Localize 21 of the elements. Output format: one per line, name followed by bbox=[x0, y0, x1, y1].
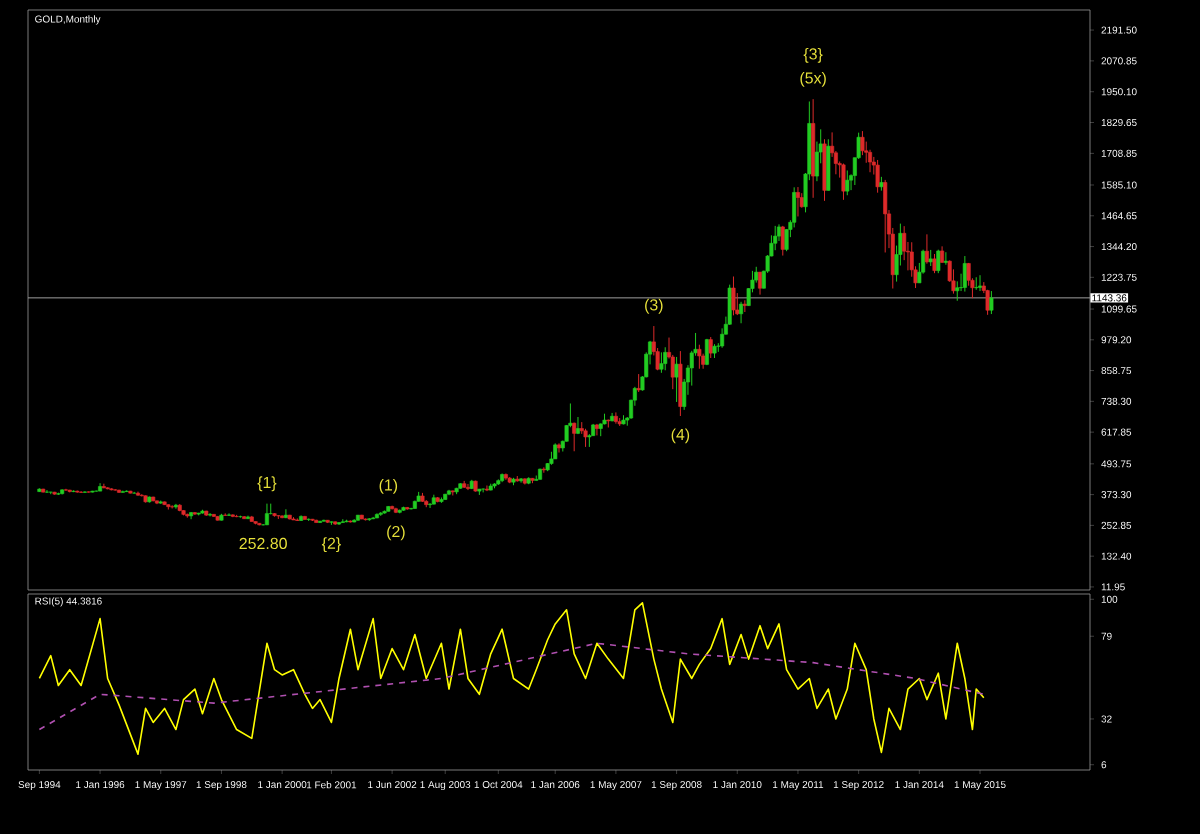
candlestick bbox=[826, 138, 831, 192]
candlestick bbox=[742, 299, 747, 313]
candlestick bbox=[784, 228, 789, 252]
line-series bbox=[38, 642, 985, 731]
candlestick bbox=[868, 149, 873, 173]
candlestick bbox=[720, 327, 725, 349]
candlestick bbox=[932, 253, 937, 274]
candlestick bbox=[924, 233, 929, 265]
candlestick bbox=[572, 422, 577, 452]
candlestick bbox=[795, 186, 800, 217]
candlestick bbox=[974, 276, 979, 291]
candlestick bbox=[860, 130, 865, 156]
candlestick bbox=[678, 350, 683, 417]
candlestick bbox=[663, 346, 668, 371]
candlestick bbox=[731, 275, 736, 316]
candlestick bbox=[659, 351, 664, 374]
candlestick bbox=[951, 268, 956, 295]
candlestick bbox=[989, 290, 994, 315]
candlestick bbox=[962, 255, 967, 293]
candlestick bbox=[575, 416, 580, 435]
candlestick bbox=[985, 289, 990, 316]
